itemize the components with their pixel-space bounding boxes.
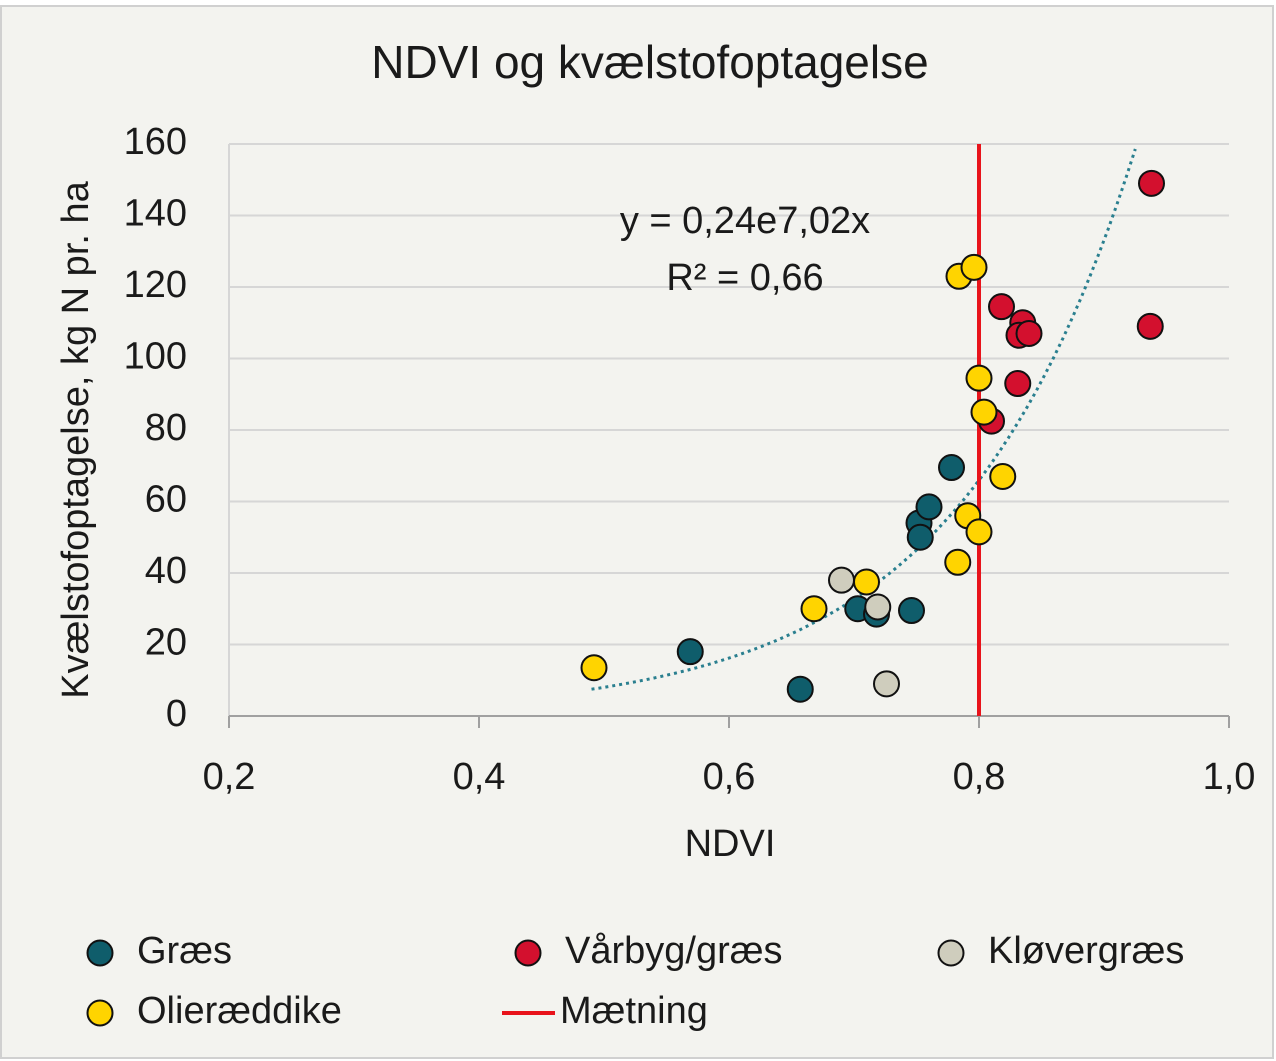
point [938,454,965,482]
point [965,518,993,546]
y-tick-label: 20 [145,622,187,664]
point [970,398,998,426]
y-tick-label: 0 [166,693,187,735]
legend-marker [86,999,114,1027]
point [828,566,855,594]
legend-label: Kløvergræs [988,930,1184,972]
point [989,462,1017,490]
trendline-r2: R² = 0,66 [666,257,823,299]
point [800,595,828,623]
point [988,293,1015,321]
y-tick-label: 120 [124,264,187,306]
x-tick-label: 0,6 [703,756,756,798]
trendline-equation: y = 0,24e7,02x [620,200,870,242]
legend-label: Græs [137,930,232,972]
x-tick-label: 0,4 [453,756,506,798]
point [580,654,608,682]
x-tick-label: 0,2 [203,756,256,798]
legend-label: Vårbyg/græs [565,930,783,972]
x-tick-label: 0,8 [953,756,1006,798]
point [864,593,892,621]
y-tick-label: 100 [124,336,187,378]
legend-label: Olieræddike [137,990,342,1032]
point [1004,370,1032,398]
legend-label: Mætning [560,990,708,1032]
point [1136,312,1164,340]
point [676,638,704,666]
y-tick-label: 80 [145,407,187,449]
point [906,523,934,551]
y-tick-label: 140 [124,193,187,235]
y-tick-label: 60 [145,479,187,521]
chart-title: NDVI og kvælstofoptagelse [371,36,928,88]
point [853,568,880,596]
x-tick-label: 1,0 [1203,756,1256,798]
trendline [591,148,1137,691]
point [944,548,972,576]
chart-background [0,5,1274,1059]
legend-marker [937,939,965,967]
point [965,364,993,392]
point [786,675,814,703]
y-tick-label: 40 [145,550,187,592]
legend-marker [86,939,114,967]
point [898,597,925,625]
legend-marker [514,939,542,967]
y-tick-label: 160 [124,121,187,163]
y-axis-label: Kvælstofoptagelse, kg N pr. ha [55,180,97,698]
x-axis-label: NDVI [685,823,776,865]
point [1015,319,1043,347]
point [915,493,943,521]
point [873,670,900,698]
point [1138,169,1165,197]
point [960,253,988,281]
